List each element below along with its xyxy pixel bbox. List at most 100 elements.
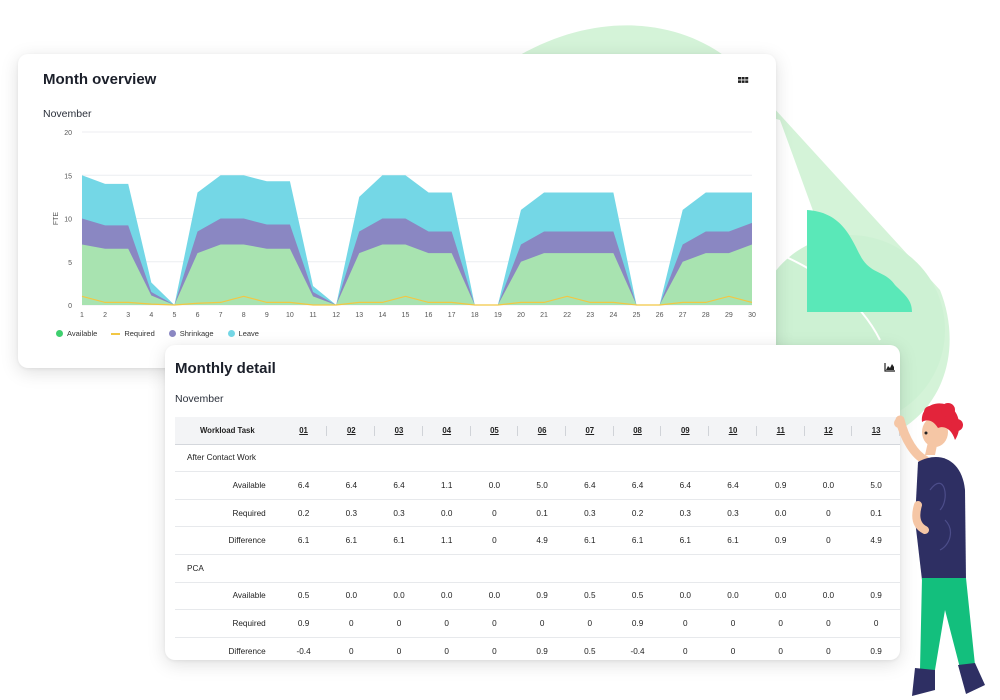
table-row: Difference 6.1 6.1 6.1 1.1 0 4.9 6.1 6.1 6.1 6.1 0.… [175,526,900,555]
table-cell: 0 [804,526,853,555]
table-cell: 6.1 [661,526,710,555]
table-cell: 0.0 [327,582,376,611]
table-row: Required 0.9 0 0 0 0 0 0 0.9 0 0 0 0 0 [175,609,900,638]
table-cell: 0.9 [756,471,805,500]
y-tick-label: 5 [68,260,72,267]
table-cell: 0.3 [709,499,757,528]
x-tick-label: 16 [425,312,433,319]
area-series-available [82,244,752,305]
table-cell: 0 [470,637,519,660]
x-tick-label: 24 [609,312,617,319]
table-cell: 4.9 [852,526,900,555]
header-day-09[interactable]: 09 [661,417,710,445]
legend-item[interactable]: Required [111,329,155,338]
x-tick-label: 13 [355,312,363,319]
x-tick-label: 26 [656,312,664,319]
group-row: PCA [175,554,900,583]
table-cell: 0 [422,637,471,660]
table-cell: 0 [470,609,519,638]
table-cell: 0.9 [518,637,566,660]
legend-swatch [168,330,176,337]
legend-swatch [56,330,63,337]
table-cell: -0.4 [279,637,328,660]
legend-label: Shrinkage [179,329,214,338]
group-label: PCA [175,554,900,583]
table-cell: 0.1 [518,499,566,528]
header-day-06[interactable]: 06 [518,417,566,445]
x-tick-label: 6 [196,312,200,319]
y-tick-label: 10 [64,217,72,224]
table-cell: 0.3 [661,499,710,528]
table-cell: 0.5 [565,637,614,660]
table-cell: 0 [661,609,710,638]
legend-item[interactable]: Available [56,329,97,338]
table-cell: 6.1 [279,526,328,555]
header-day-08[interactable]: 08 [613,417,662,445]
header-day-02[interactable]: 02 [327,417,376,445]
x-tick-label: 28 [702,312,710,319]
header-day-01[interactable]: 01 [279,417,328,445]
table-cell: 0.5 [565,582,614,611]
header-day-04[interactable]: 04 [422,417,471,445]
grid-icon[interactable] [736,74,750,86]
table-cell: 6.1 [613,526,662,555]
x-tick-label: 1 [80,312,84,319]
month-overview-card: Month overview November 0 5 10 15 20 FTE 1 2 3 4 5… [18,54,776,368]
table-cell: 0.9 [756,526,805,555]
x-tick-label: 15 [402,312,410,319]
header-day-10[interactable]: 10 [709,417,757,445]
legend-label: Required [124,329,155,338]
header-day-13[interactable]: 13 [852,417,900,445]
x-tick-label: 3 [126,312,130,319]
x-tick-label: 10 [286,312,294,319]
table-row: Available 0.5 0.0 0.0 0.0 0.0 0.9 0.5 0.5 0.0 0.0 0… [175,582,900,611]
table-cell: 5.0 [852,471,900,500]
table-cell: 0 [518,609,566,638]
table-cell: 0.9 [852,637,900,660]
table-cell: 0 [470,499,519,528]
header-day-12[interactable]: 12 [804,417,853,445]
header-day-03[interactable]: 03 [375,417,423,445]
table-cell: 0.0 [709,582,757,611]
table-cell: 0.5 [613,582,662,611]
area-chart-icon[interactable] [883,361,897,373]
table-cell: 0 [756,637,805,660]
x-tick-label: 27 [679,312,687,319]
table-row: Required 0.2 0.3 0.3 0.0 0 0.1 0.3 0.2 0.3 0.3 0.0 0… [175,499,900,528]
row-label: Required [175,609,280,638]
x-tick-label: 2 [103,312,107,319]
person-figure [894,403,985,696]
x-tick-label: 23 [586,312,594,319]
legend-label: Available [67,329,98,338]
table-cell: 6.1 [327,526,376,555]
header-day-11[interactable]: 11 [756,417,805,445]
overview-month-label: November [43,108,92,120]
header-day-07[interactable]: 07 [565,417,614,445]
header-day-05[interactable]: 05 [470,417,519,445]
row-label: Difference [175,637,280,660]
table-cell: 0 [422,609,471,638]
mint-wave-shape [807,210,912,312]
header-workload-task[interactable]: Workload Task [175,417,280,445]
table-cell: 0.0 [661,582,710,611]
table-cell: 6.1 [375,526,423,555]
table-cell: 0.9 [279,609,328,638]
x-tick-label: 17 [448,312,456,319]
table-cell: 0.0 [470,582,519,611]
table-row: Difference -0.4 0 0 0 0 0.9 0.5 -0.4 0 0 0 0 0.9 [175,637,900,660]
detail-month-label: November [175,393,224,405]
x-tick-label: 29 [725,312,733,319]
legend-swatch [111,332,121,335]
legend-item[interactable]: Shrinkage [168,329,214,338]
x-tick-label: 11 [309,312,316,319]
table-cell: 0 [852,609,900,638]
table-cell: 0.5 [279,582,328,611]
x-tick-label: 14 [378,312,386,319]
legend-item[interactable]: Leave [227,329,259,338]
table-cell: 0.0 [756,499,805,528]
table-cell: 0.0 [422,582,471,611]
table-cell: 0.2 [279,499,328,528]
table-cell: 0.3 [565,499,614,528]
overview-title: Month overview [43,71,157,88]
